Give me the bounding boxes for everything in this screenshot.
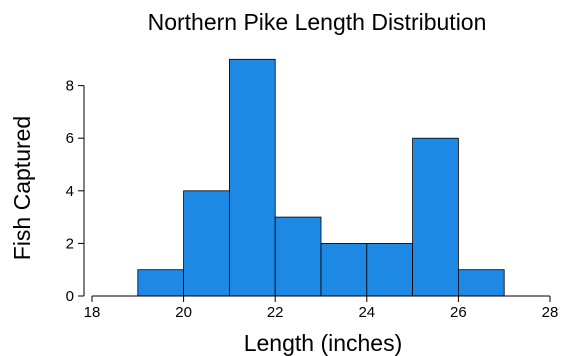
y-tick-label-0: 0 [66,288,74,305]
x-tick-label-18: 18 [84,304,101,321]
y-axis-label: Fish Captured [9,116,35,260]
bar-20-21 [183,190,230,297]
x-tick-label-22: 22 [267,304,284,321]
bar-25-26 [412,137,459,297]
x-axis-label: Length (inches) [244,330,403,356]
bar-23-24 [320,242,368,297]
y-tick-label-6: 6 [66,130,74,147]
x-tick-label-26: 26 [450,304,467,321]
bar-21-22 [228,58,276,297]
x-tick-label-24: 24 [358,304,375,321]
x-tick-label-28: 28 [542,304,559,321]
chart-title: Northern Pike Length Distribution [148,9,487,35]
bar-24-25 [366,242,413,297]
bar-22-23 [274,216,322,297]
y-tick-label-8: 8 [66,78,74,95]
bar-26-27 [457,269,505,297]
x-tick-label-20: 20 [175,304,192,321]
bars-group [137,58,505,297]
y-tick-label-4: 4 [66,183,74,200]
bar-19-20 [137,269,185,297]
y-tick-label-2: 2 [66,235,74,252]
